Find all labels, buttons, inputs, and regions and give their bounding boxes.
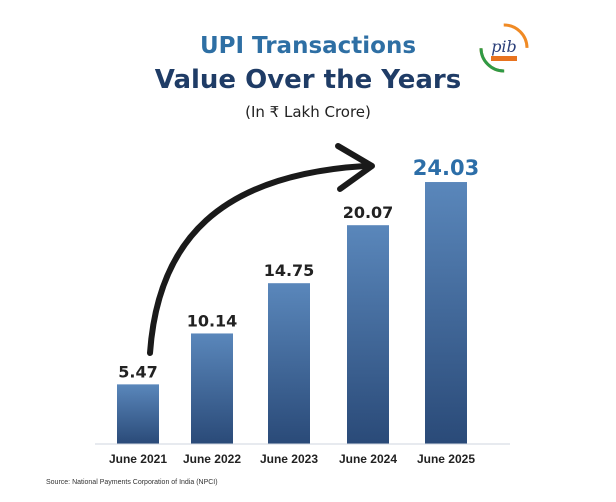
category-label-5: June 2025 <box>417 452 475 466</box>
pib-logo-icon: pib <box>479 23 529 73</box>
value-label-2: 10.14 <box>187 311 238 330</box>
value-label-5: 24.03 <box>413 156 479 180</box>
bar-1 <box>117 384 159 444</box>
category-label-2: June 2022 <box>183 452 241 466</box>
source-note: Source: National Payments Corporation of… <box>46 479 218 486</box>
growth-arrow <box>147 143 375 356</box>
value-label-4: 20.07 <box>343 203 394 222</box>
svg-text:pib: pib <box>491 37 517 56</box>
chart-subtitle: (In ₹ Lakh Crore) <box>245 103 371 121</box>
category-label-3: June 2023 <box>260 452 318 466</box>
value-label-3: 14.75 <box>264 261 315 280</box>
category-label-1: June 2021 <box>109 452 167 466</box>
value-label-1: 5.47 <box>118 362 157 381</box>
bar-2 <box>191 333 233 444</box>
category-label-4: June 2024 <box>339 452 397 466</box>
chart-title-line2: Value Over the Years <box>154 65 462 95</box>
chart-title-line1: UPI Transactions <box>199 33 417 59</box>
bar-3 <box>268 283 310 444</box>
bar-5 <box>425 182 467 444</box>
bar-4 <box>347 225 389 444</box>
